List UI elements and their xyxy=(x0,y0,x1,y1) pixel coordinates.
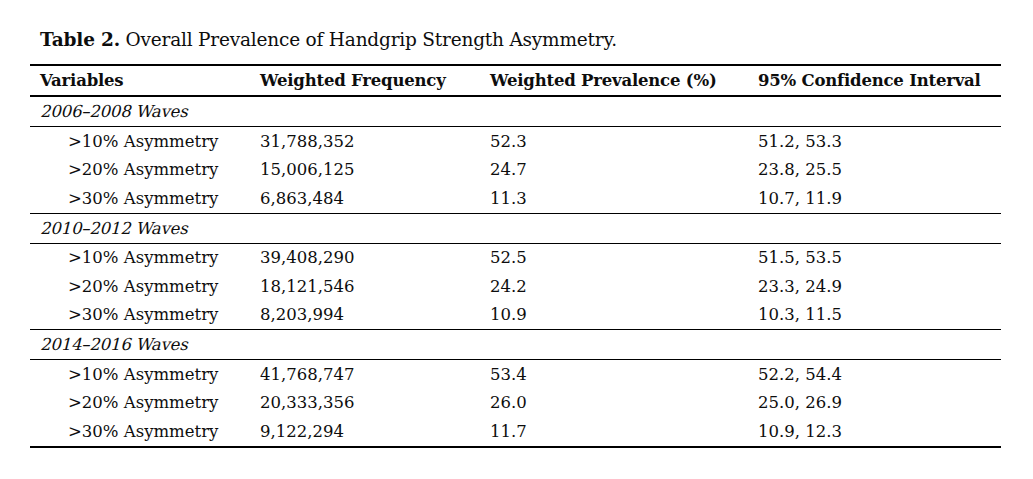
cell-variable: >20% Asymmetry xyxy=(30,277,250,296)
cell-confidence-interval: 23.8, 25.5 xyxy=(748,160,1001,179)
cell-confidence-interval: 23.3, 24.9 xyxy=(748,277,1001,296)
table-row: >20% Asymmetry 20,333,356 26.0 25.0, 26.… xyxy=(30,389,1001,418)
cell-weighted-prevalence: 24.7 xyxy=(480,160,748,179)
cell-confidence-interval: 51.2, 53.3 xyxy=(748,132,1001,151)
col-header-weighted-frequency: Weighted Frequency xyxy=(250,71,480,90)
cell-weighted-prevalence: 11.7 xyxy=(480,422,748,441)
cell-weighted-frequency: 15,006,125 xyxy=(250,160,480,179)
table-row: >30% Asymmetry 6,863,484 11.3 10.7, 11.9 xyxy=(30,184,1001,213)
cell-variable: >20% Asymmetry xyxy=(30,160,250,179)
wave-section-heading: 2014–2016 Waves xyxy=(30,330,1001,360)
col-header-weighted-prevalence: Weighted Prevalence (%) xyxy=(480,71,748,90)
table-title-label: Table 2. xyxy=(40,29,120,50)
cell-variable: >30% Asymmetry xyxy=(30,305,250,324)
cell-variable: >30% Asymmetry xyxy=(30,422,250,441)
wave-section: 2010–2012 Waves >10% Asymmetry 39,408,29… xyxy=(30,214,1001,331)
cell-weighted-frequency: 39,408,290 xyxy=(250,248,480,267)
cell-confidence-interval: 10.3, 11.5 xyxy=(748,305,1001,324)
cell-variable: >20% Asymmetry xyxy=(30,393,250,412)
document-page: Table 2. Overall Prevalence of Handgrip … xyxy=(0,0,1033,479)
cell-variable: >10% Asymmetry xyxy=(30,248,250,267)
table-row: >10% Asymmetry 31,788,352 52.3 51.2, 53.… xyxy=(30,127,1001,156)
table-row: >10% Asymmetry 39,408,290 52.5 51.5, 53.… xyxy=(30,244,1001,273)
cell-weighted-prevalence: 52.3 xyxy=(480,132,748,151)
table-row: >20% Asymmetry 18,121,546 24.2 23.3, 24.… xyxy=(30,272,1001,301)
wave-section-rows: >10% Asymmetry 31,788,352 52.3 51.2, 53.… xyxy=(30,127,1001,213)
cell-weighted-frequency: 6,863,484 xyxy=(250,189,480,208)
cell-confidence-interval: 25.0, 26.9 xyxy=(748,393,1001,412)
wave-section-heading: 2010–2012 Waves xyxy=(30,214,1001,244)
cell-variable: >30% Asymmetry xyxy=(30,189,250,208)
table-body: 2006–2008 Waves >10% Asymmetry 31,788,35… xyxy=(30,97,1001,446)
col-header-confidence-interval: 95% Confidence Interval xyxy=(748,71,1001,90)
cell-weighted-frequency: 18,121,546 xyxy=(250,277,480,296)
wave-section-rows: >10% Asymmetry 39,408,290 52.5 51.5, 53.… xyxy=(30,244,1001,330)
cell-confidence-interval: 10.7, 11.9 xyxy=(748,189,1001,208)
cell-confidence-interval: 52.2, 54.4 xyxy=(748,365,1001,384)
cell-weighted-frequency: 20,333,356 xyxy=(250,393,480,412)
cell-variable: >10% Asymmetry xyxy=(30,132,250,151)
cell-weighted-prevalence: 24.2 xyxy=(480,277,748,296)
cell-weighted-frequency: 9,122,294 xyxy=(250,422,480,441)
cell-weighted-prevalence: 53.4 xyxy=(480,365,748,384)
wave-section: 2006–2008 Waves >10% Asymmetry 31,788,35… xyxy=(30,97,1001,214)
table-header-row: Variables Weighted Frequency Weighted Pr… xyxy=(30,66,1001,97)
cell-weighted-prevalence: 11.3 xyxy=(480,189,748,208)
col-header-variables: Variables xyxy=(30,71,250,90)
table-row: >30% Asymmetry 8,203,994 10.9 10.3, 11.5 xyxy=(30,301,1001,330)
wave-section: 2014–2016 Waves >10% Asymmetry 41,768,74… xyxy=(30,330,1001,446)
table-row: >20% Asymmetry 15,006,125 24.7 23.8, 25.… xyxy=(30,156,1001,185)
wave-section-rows: >10% Asymmetry 41,768,747 53.4 52.2, 54.… xyxy=(30,360,1001,446)
cell-confidence-interval: 10.9, 12.3 xyxy=(748,422,1001,441)
cell-variable: >10% Asymmetry xyxy=(30,365,250,384)
cell-weighted-frequency: 41,768,747 xyxy=(250,365,480,384)
wave-section-heading: 2006–2008 Waves xyxy=(30,97,1001,127)
cell-weighted-frequency: 8,203,994 xyxy=(250,305,480,324)
cell-weighted-prevalence: 52.5 xyxy=(480,248,748,267)
cell-weighted-prevalence: 10.9 xyxy=(480,305,748,324)
prevalence-table: Variables Weighted Frequency Weighted Pr… xyxy=(30,64,1001,448)
cell-weighted-prevalence: 26.0 xyxy=(480,393,748,412)
table-row: >10% Asymmetry 41,768,747 53.4 52.2, 54.… xyxy=(30,360,1001,389)
table-title: Table 2. Overall Prevalence of Handgrip … xyxy=(0,0,1033,53)
table-row: >30% Asymmetry 9,122,294 11.7 10.9, 12.3 xyxy=(30,417,1001,446)
table-title-text: Overall Prevalence of Handgrip Strength … xyxy=(126,29,617,50)
cell-confidence-interval: 51.5, 53.5 xyxy=(748,248,1001,267)
cell-weighted-frequency: 31,788,352 xyxy=(250,132,480,151)
